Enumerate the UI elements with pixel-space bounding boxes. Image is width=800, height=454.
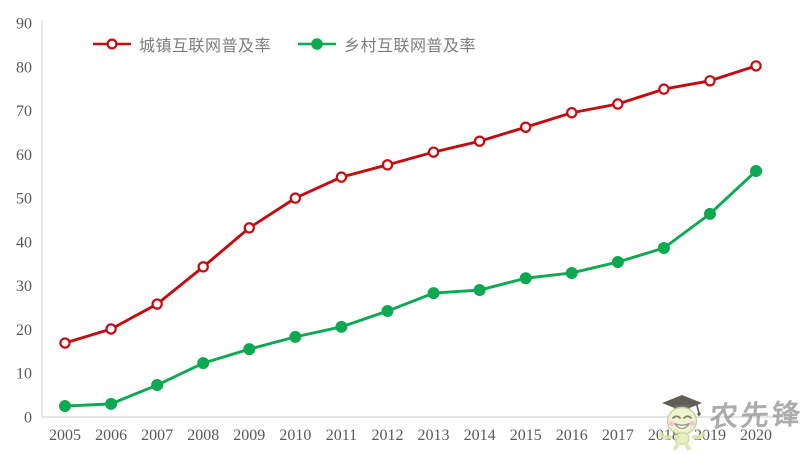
rural-data-point: [243, 343, 256, 356]
urban-data-point: [612, 98, 624, 110]
rural-data-point: [565, 266, 578, 279]
urban-data-point: [243, 222, 255, 234]
urban-data-point: [473, 135, 486, 147]
rural-data-point: [611, 256, 624, 269]
y-axis-tick-label: 20: [16, 322, 32, 339]
rural-data-point: [703, 207, 716, 220]
urban-data-point: [704, 75, 716, 87]
legend-item-rural: 乡村互联网普及率: [297, 32, 476, 56]
x-axis-tick-label: 2006: [95, 427, 127, 444]
urban-series-marker-icon: [93, 38, 131, 50]
x-axis-tick-label: 2010: [279, 427, 311, 444]
x-axis-tick-label: 2018: [648, 427, 680, 444]
rural-data-point: [105, 397, 118, 410]
y-axis-tick-label: 80: [16, 59, 32, 76]
y-axis-tick-label: 40: [16, 234, 32, 251]
legend-item-urban: 城镇互联网普及率: [92, 32, 271, 56]
x-axis-tick-label: 2013: [418, 427, 450, 444]
x-axis-tick-label: 2011: [326, 427, 357, 444]
x-axis-tick-label: 2014: [464, 427, 496, 444]
rural-data-point: [473, 284, 486, 297]
y-axis-tick-label: 50: [16, 191, 32, 208]
rural-data-point: [519, 272, 532, 285]
rural-data-point: [151, 379, 164, 392]
urban-data-point: [566, 107, 578, 119]
y-axis-tick-label: 30: [16, 278, 32, 295]
x-axis-tick-label: 2017: [602, 427, 634, 444]
rural-series-line: [63, 169, 758, 408]
rural-data-point: [427, 287, 440, 300]
urban-data-point: [427, 146, 440, 158]
urban-data-point: [381, 159, 394, 171]
x-axis-tick-label: 2008: [187, 427, 219, 444]
legend-label-urban: 城镇互联网普及率: [139, 38, 272, 55]
urban-data-point: [105, 323, 117, 335]
rural-data-point: [289, 330, 302, 343]
chart-legend: 城镇互联网普及率 乡村互联网普及率: [92, 32, 476, 56]
rural-data-point: [750, 164, 763, 177]
rural-series-marker-icon: [298, 38, 337, 50]
urban-series-line: [63, 64, 758, 345]
urban-data-point: [197, 261, 209, 273]
rural-data-point: [197, 357, 210, 370]
urban-data-point: [335, 171, 348, 183]
urban-data-point: [289, 192, 302, 204]
urban-data-point: [59, 337, 71, 349]
x-axis-tick-label: 2007: [141, 427, 173, 444]
urban-data-point: [151, 298, 163, 310]
x-axis-tick-label: 2019: [694, 427, 726, 444]
x-axis-tick-label: 2005: [49, 427, 81, 444]
y-axis-tick-label: 0: [24, 410, 32, 427]
rural-data-point: [58, 400, 71, 413]
rural-data-point: [381, 305, 394, 318]
x-axis-tick-label: 2009: [233, 427, 265, 444]
y-axis-tick-label: 90: [16, 16, 32, 33]
x-axis-tick-label: 2016: [556, 427, 588, 444]
rural-data-point: [657, 242, 670, 255]
x-axis-tick-label: 2012: [371, 427, 403, 444]
y-axis-tick-label: 10: [16, 366, 32, 383]
x-axis-tick-label: 2020: [740, 427, 772, 444]
urban-data-point: [658, 83, 670, 95]
y-axis-tick-label: 70: [16, 103, 32, 120]
urban-data-point: [750, 60, 762, 72]
legend-label-rural: 乡村互联网普及率: [344, 38, 477, 55]
urban-data-point: [520, 121, 532, 133]
y-axis-tick-label: 60: [16, 147, 32, 164]
rural-data-point: [335, 320, 348, 333]
x-axis-tick-label: 2015: [510, 427, 542, 444]
